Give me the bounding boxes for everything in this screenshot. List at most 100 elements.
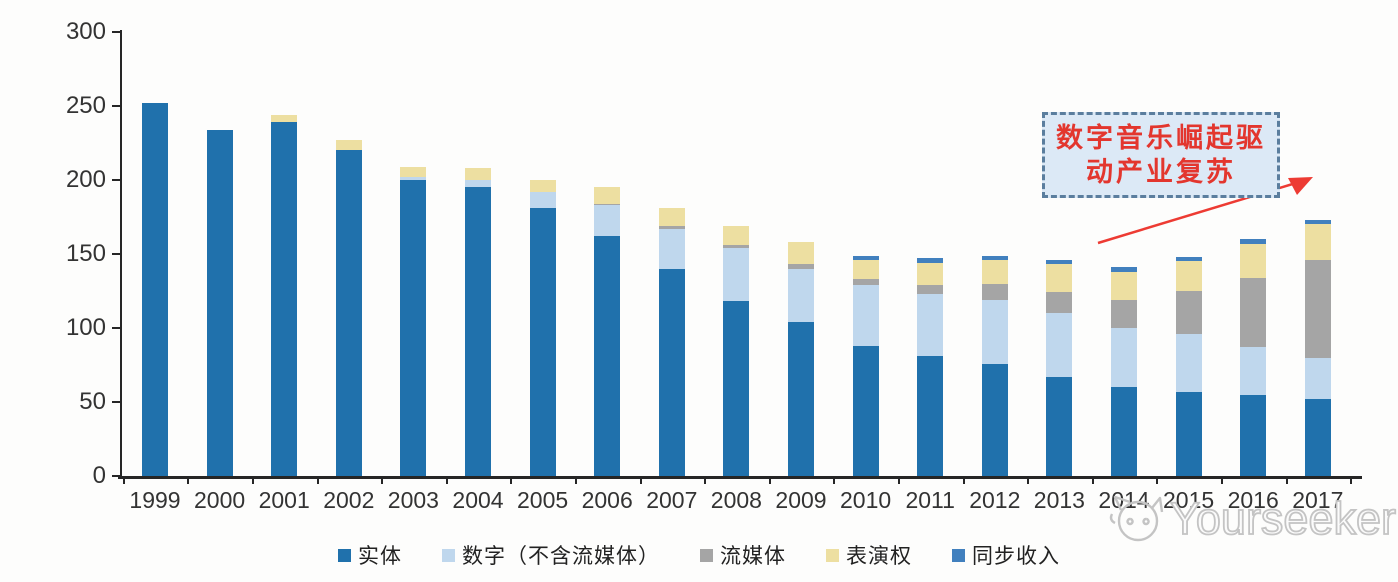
watermark: Yourseeker xyxy=(1108,492,1397,544)
stacked-bar-2006 xyxy=(594,187,621,476)
x-axis-year-label: 2006 xyxy=(581,487,633,513)
legend-swatch-icon xyxy=(442,548,455,562)
legend-swatch-icon xyxy=(700,548,713,562)
bar-segment xyxy=(400,179,427,476)
y-axis-line xyxy=(120,30,122,478)
y-axis-tick xyxy=(112,327,121,329)
x-axis-tick xyxy=(1220,476,1223,484)
legend-swatch-icon xyxy=(952,548,965,562)
bar-segment xyxy=(981,299,1008,364)
x-axis-year-label: 2000 xyxy=(194,487,246,513)
bar-segment xyxy=(271,114,298,123)
bar-segment xyxy=(465,168,491,180)
yourseeker-logo-icon xyxy=(1109,495,1164,542)
bar-segment xyxy=(465,180,491,188)
bar-segment xyxy=(1175,291,1202,334)
x-axis-year-label: 2010 xyxy=(840,487,892,513)
bar-segment xyxy=(1111,267,1137,272)
bar-segment xyxy=(1175,256,1202,262)
x-axis-tick xyxy=(251,476,254,484)
stacked-bar-2012 xyxy=(981,255,1008,476)
y-axis-tick-label: 150 xyxy=(65,240,106,267)
x-axis-line xyxy=(118,476,1362,479)
y-axis-tick-label: 50 xyxy=(79,388,106,415)
bar-segment xyxy=(723,225,750,246)
y-axis-tick-label: 0 xyxy=(92,462,106,489)
stacked-bar-2015 xyxy=(1175,256,1202,476)
bar-segment xyxy=(658,225,685,229)
x-axis-tick xyxy=(122,476,125,484)
y-axis-tick xyxy=(112,475,121,477)
x-axis-tick xyxy=(510,476,513,484)
bar-segment xyxy=(1175,391,1202,476)
watermark-text: Yourseeker xyxy=(1169,492,1397,544)
bar-segment xyxy=(852,345,879,476)
bar-segment xyxy=(594,187,621,204)
x-axis-year-label: 1999 xyxy=(129,487,181,513)
bar-segment xyxy=(788,242,814,265)
annotation-text-line2: 动产业复苏 xyxy=(1086,157,1236,187)
legend-item: 数字（不含流媒体） xyxy=(442,540,660,570)
bar-segment xyxy=(981,255,1008,260)
y-axis-tick xyxy=(112,105,121,107)
stacked-bar-2013 xyxy=(1046,259,1073,476)
bar-segment xyxy=(1304,357,1331,400)
stacked-bar-2002 xyxy=(335,140,362,476)
bar-segment xyxy=(788,268,814,323)
bar-segment xyxy=(788,264,814,269)
legend-label: 表演权 xyxy=(846,545,912,568)
bar-segment xyxy=(917,262,944,286)
bar-segment xyxy=(1175,261,1202,291)
x-axis-year-label: 2016 xyxy=(1227,487,1279,513)
annotation-text-line1: 数字音乐崛起驱 xyxy=(1056,123,1266,153)
bar-segment xyxy=(1304,219,1331,225)
legend-swatch-icon xyxy=(826,548,839,562)
x-axis-year-label: 2001 xyxy=(258,487,310,513)
bar-segment xyxy=(271,122,298,476)
bar-segment xyxy=(529,180,556,192)
bar-segment xyxy=(1111,271,1137,300)
x-axis-tick xyxy=(1027,476,1030,484)
bar-segment xyxy=(1046,292,1073,314)
y-axis-tick-label: 250 xyxy=(65,92,106,119)
legend-item: 流媒体 xyxy=(700,540,786,570)
bar-segment xyxy=(1240,277,1267,348)
legend-item: 同步收入 xyxy=(952,540,1060,570)
x-axis-tick xyxy=(574,476,577,484)
x-axis-year-label: 2012 xyxy=(969,487,1021,513)
y-axis-tick-label: 100 xyxy=(65,314,106,341)
y-axis-tick xyxy=(112,31,121,33)
bar-segment xyxy=(335,140,362,151)
bar-segment xyxy=(594,203,621,206)
x-axis-tick xyxy=(1156,476,1159,484)
legend-label: 实体 xyxy=(358,545,402,568)
x-axis-year-label: 2003 xyxy=(387,487,439,513)
bar-segment xyxy=(1046,313,1073,377)
bar-segment xyxy=(852,259,879,280)
x-axis-year-label: 2004 xyxy=(452,487,504,513)
y-axis-tick-label: 200 xyxy=(65,166,106,193)
bar-segment xyxy=(400,177,427,180)
legend-label: 流媒体 xyxy=(720,545,786,568)
bar-segment xyxy=(917,285,944,294)
y-axis-tick-label: 300 xyxy=(65,18,106,45)
stacked-bar-1999 xyxy=(142,103,168,476)
stacked-bar-2009 xyxy=(788,242,814,476)
x-axis-tick xyxy=(962,476,965,484)
x-axis-year-label: 2009 xyxy=(775,487,827,513)
x-axis-tick xyxy=(381,476,384,484)
annotation-callout: 数字音乐崛起驱 动产业复苏 xyxy=(1042,112,1280,198)
stacked-bar-2007 xyxy=(658,208,685,476)
bar-segment xyxy=(594,205,621,237)
stacked-bar-2004 xyxy=(465,168,491,476)
x-axis-tick xyxy=(897,476,900,484)
bar-segment xyxy=(206,129,233,476)
legend-item: 表演权 xyxy=(826,540,912,570)
bar-segment xyxy=(594,236,621,476)
bar-segment xyxy=(335,150,362,476)
bar-segment xyxy=(723,301,750,476)
x-axis-year-label: 2017 xyxy=(1292,487,1344,513)
bar-segment xyxy=(1046,264,1073,293)
bar-segment xyxy=(723,248,750,302)
bar-segment xyxy=(658,228,685,269)
